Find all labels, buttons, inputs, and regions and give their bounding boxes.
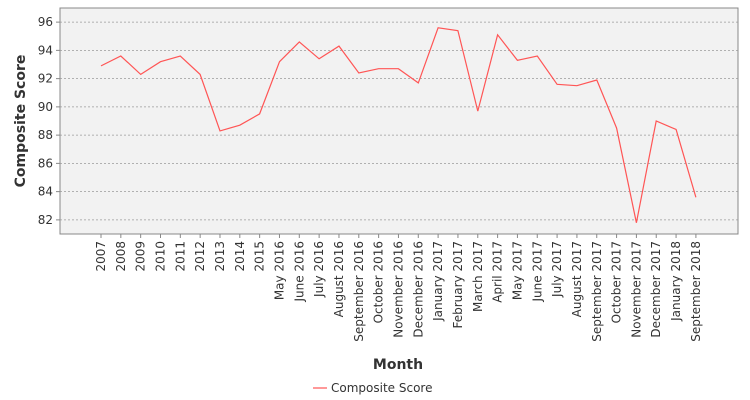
x-axis: 2007 2008 2009 2010 2011 2012 2013 2014 2015 May … — [94, 234, 703, 342]
y-tick-label: 96 — [38, 15, 53, 29]
x-tick-label: January 2018 — [669, 241, 683, 322]
x-tick-label: July 2017 — [550, 241, 564, 298]
x-tick-label: 2011 — [173, 241, 187, 272]
x-tick-label: June 2016 — [292, 241, 306, 303]
x-tick-label: November 2016 — [391, 241, 405, 338]
x-tick-label: 2007 — [94, 241, 108, 272]
y-tick-label: 88 — [38, 128, 53, 142]
x-tick-label: December 2017 — [649, 241, 663, 338]
x-tick-label: August 2016 — [332, 241, 346, 317]
y-axis-title: Composite Score — [13, 55, 29, 188]
y-tick-label: 86 — [38, 156, 53, 170]
y-tick-label: 94 — [38, 43, 53, 57]
x-tick-label: January 2017 — [431, 241, 445, 322]
x-tick-label: February 2017 — [451, 241, 465, 329]
series-line — [100, 27, 697, 223]
x-tick-label: 2015 — [253, 241, 267, 272]
legend: Composite Score — [313, 381, 432, 395]
x-tick-label: December 2016 — [411, 241, 425, 338]
plot-area — [59, 7, 739, 235]
y-tick-label: 90 — [38, 100, 53, 114]
x-tick-label: May 2017 — [510, 241, 524, 300]
x-tick-label: September 2016 — [352, 241, 366, 342]
x-tick-label: 2014 — [233, 241, 247, 272]
x-tick-label: 2013 — [213, 241, 227, 272]
x-tick-label: September 2017 — [590, 241, 604, 342]
x-tick-label: November 2017 — [629, 241, 643, 338]
x-tick-label: April 2017 — [491, 241, 505, 303]
grid-lines — [60, 21, 738, 221]
x-tick-label: September 2018 — [689, 241, 703, 342]
y-tick-label: 92 — [38, 72, 53, 86]
x-tick-label: August 2017 — [570, 241, 584, 317]
x-tick-label: March 2017 — [471, 241, 485, 312]
y-tick-label: 84 — [38, 185, 53, 199]
x-tick-label: 2008 — [114, 241, 128, 272]
x-tick-label: 2012 — [193, 241, 207, 272]
x-axis-title: Month — [373, 357, 423, 373]
x-tick-label: May 2016 — [272, 241, 286, 300]
x-tick-label: 2010 — [153, 241, 167, 272]
x-tick-label: June 2017 — [530, 241, 544, 303]
y-tick-label: 82 — [38, 213, 53, 227]
x-tick-label: July 2016 — [312, 241, 326, 298]
x-tick-label: 2009 — [134, 241, 148, 272]
x-tick-label: October 2017 — [610, 241, 624, 323]
legend-label: Composite Score — [331, 381, 432, 395]
series-group — [100, 27, 697, 223]
y-axis: 82 84 86 88 90 92 94 96 — [38, 15, 60, 227]
x-tick-label: October 2016 — [372, 241, 386, 323]
